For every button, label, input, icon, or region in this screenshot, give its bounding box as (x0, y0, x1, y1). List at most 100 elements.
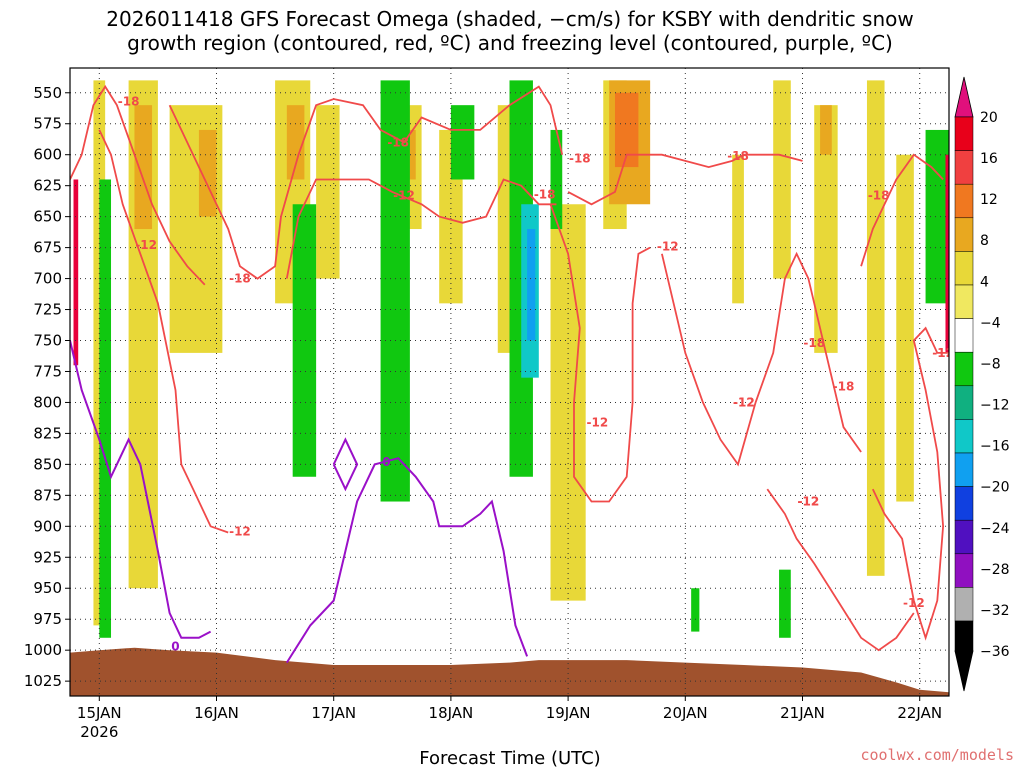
x-axis-title: Forecast Time (UTC) (419, 748, 600, 768)
colorbar-swatch (954, 452, 974, 487)
colorbar-label: −28 (980, 562, 1010, 578)
x-tick-label: 19JAN (546, 704, 591, 722)
contour-label-red: -18 (387, 135, 409, 149)
y-tick-label: 775 (33, 362, 62, 380)
contour-label-red: -18 (534, 187, 556, 201)
omega-cell-up-weak (896, 154, 914, 502)
contour-label-red: -12 (229, 524, 251, 538)
y-tick-label: 700 (33, 270, 62, 288)
contour-label-red: -18 (229, 272, 251, 286)
contour-label-red: -12 (903, 596, 925, 610)
colorbar-swatch (954, 486, 974, 521)
y-tick-label: 650 (33, 208, 62, 226)
y-tick-label: 625 (33, 177, 62, 195)
x-tick-label: 20JAN (663, 704, 708, 722)
omega-cell-down-weak (450, 105, 475, 180)
contour-purple (332, 437, 359, 492)
omega-cell-down-weak (292, 204, 317, 477)
colorbar-swatch (954, 183, 974, 219)
omega-cell-down-weak (779, 569, 791, 638)
x-tick-label: 21JAN (780, 704, 825, 722)
omega-cell-up-weak (732, 154, 744, 304)
omega-cell-down-weak (691, 588, 700, 632)
omega-cell-up-weak (773, 80, 791, 279)
omega-cell-extreme-strong (945, 154, 949, 353)
omega-cell-down-weak (550, 129, 563, 230)
contour-red (70, 84, 206, 286)
contour-label-red: -12 (932, 346, 954, 360)
y-tick-label: 725 (33, 301, 62, 319)
contour-red (661, 251, 862, 467)
contour-red (549, 203, 651, 503)
omega-cell-down-weak (925, 129, 949, 304)
ground-surface (70, 647, 949, 696)
y-tick-label: 675 (33, 239, 62, 257)
colorbar-swatch (954, 116, 974, 151)
credit-text: coolwx.com/models (860, 746, 1014, 764)
colorbar-bottom-arrow (954, 650, 974, 692)
contour-label-red: -12 (798, 495, 820, 509)
colorbar-label: 4 (980, 274, 989, 290)
contour-red (98, 129, 229, 534)
colorbar-swatch (954, 620, 974, 652)
chart-title-line-1: 2026011418 GFS Forecast Omega (shaded, −… (106, 7, 914, 31)
colorbar-swatch (954, 519, 974, 555)
x-tick-label: 22JAN (897, 704, 942, 722)
y-tick-label: 975 (33, 610, 62, 628)
contour-red (285, 178, 557, 279)
y-tick-label: 550 (33, 84, 62, 102)
contour-label-red: -18 (569, 151, 591, 165)
colorbar-swatch (954, 318, 974, 353)
contour-purple (70, 340, 212, 639)
omega-cell-up-moderate (820, 105, 832, 155)
y-tick-label: 825 (33, 424, 62, 442)
colorbar-swatch (954, 587, 974, 622)
contour-label-red: -12 (393, 189, 415, 203)
omega-cell-up-weak (814, 105, 838, 353)
contour-label-purple: 0 (382, 455, 390, 469)
omega-cell-up-weak (866, 80, 885, 576)
colorbar-label: −32 (980, 603, 1010, 619)
colorbar-top-arrow (954, 76, 974, 118)
colorbar: 20 16 12 8 4 −4 −8 −12 −16 −20 −24 −28 −32 −36 (954, 76, 1010, 692)
colorbar-swatch (954, 217, 974, 252)
omega-cell-up-moderate (134, 105, 153, 230)
ground-fill (70, 647, 949, 696)
y-tick-label: 600 (33, 146, 62, 164)
y-tick-label: 1000 (24, 641, 62, 659)
colorbar-label: 16 (980, 151, 998, 167)
contour-red (567, 153, 803, 206)
colorbar-swatch (954, 553, 974, 588)
omega-cell-up-moderate (404, 129, 416, 180)
x-tick-label: 16JAN (194, 704, 239, 722)
omega-cell-down-weak (99, 179, 112, 638)
colorbar-swatch (954, 150, 974, 185)
y-tick-label: 925 (33, 548, 62, 566)
colorbar-label: 8 (980, 233, 989, 249)
contour-red (766, 488, 915, 652)
colorbar-label: 20 (980, 110, 998, 126)
contour-purple (285, 457, 529, 664)
contour-label-red: -18 (727, 149, 749, 163)
contour-label-red: -18 (833, 379, 855, 393)
x-tick-label: 15JAN (77, 704, 122, 722)
colorbar-label: −36 (980, 644, 1010, 660)
contour-label-red: -18 (803, 336, 825, 350)
x-tick-sublabel: 2026 (80, 723, 118, 741)
y-tick-label: 900 (33, 517, 62, 535)
colorbar-swatch (954, 251, 974, 286)
omega-cell-extreme-strong (73, 179, 79, 366)
contour-label-red: -12 (733, 395, 755, 409)
colorbar-swatch (954, 284, 974, 319)
y-tick-label: 575 (33, 115, 62, 133)
y-tick-label: 1025 (24, 672, 62, 690)
colorbar-label: −20 (980, 480, 1010, 496)
omega-cell-down-strong (527, 229, 536, 341)
colorbar-label: −8 (980, 356, 1001, 372)
contour-red (168, 85, 564, 280)
contour-label-red: -12 (733, 395, 755, 409)
contour-label-red: -18 (118, 94, 140, 108)
omega-cell-down-weak (380, 80, 410, 502)
